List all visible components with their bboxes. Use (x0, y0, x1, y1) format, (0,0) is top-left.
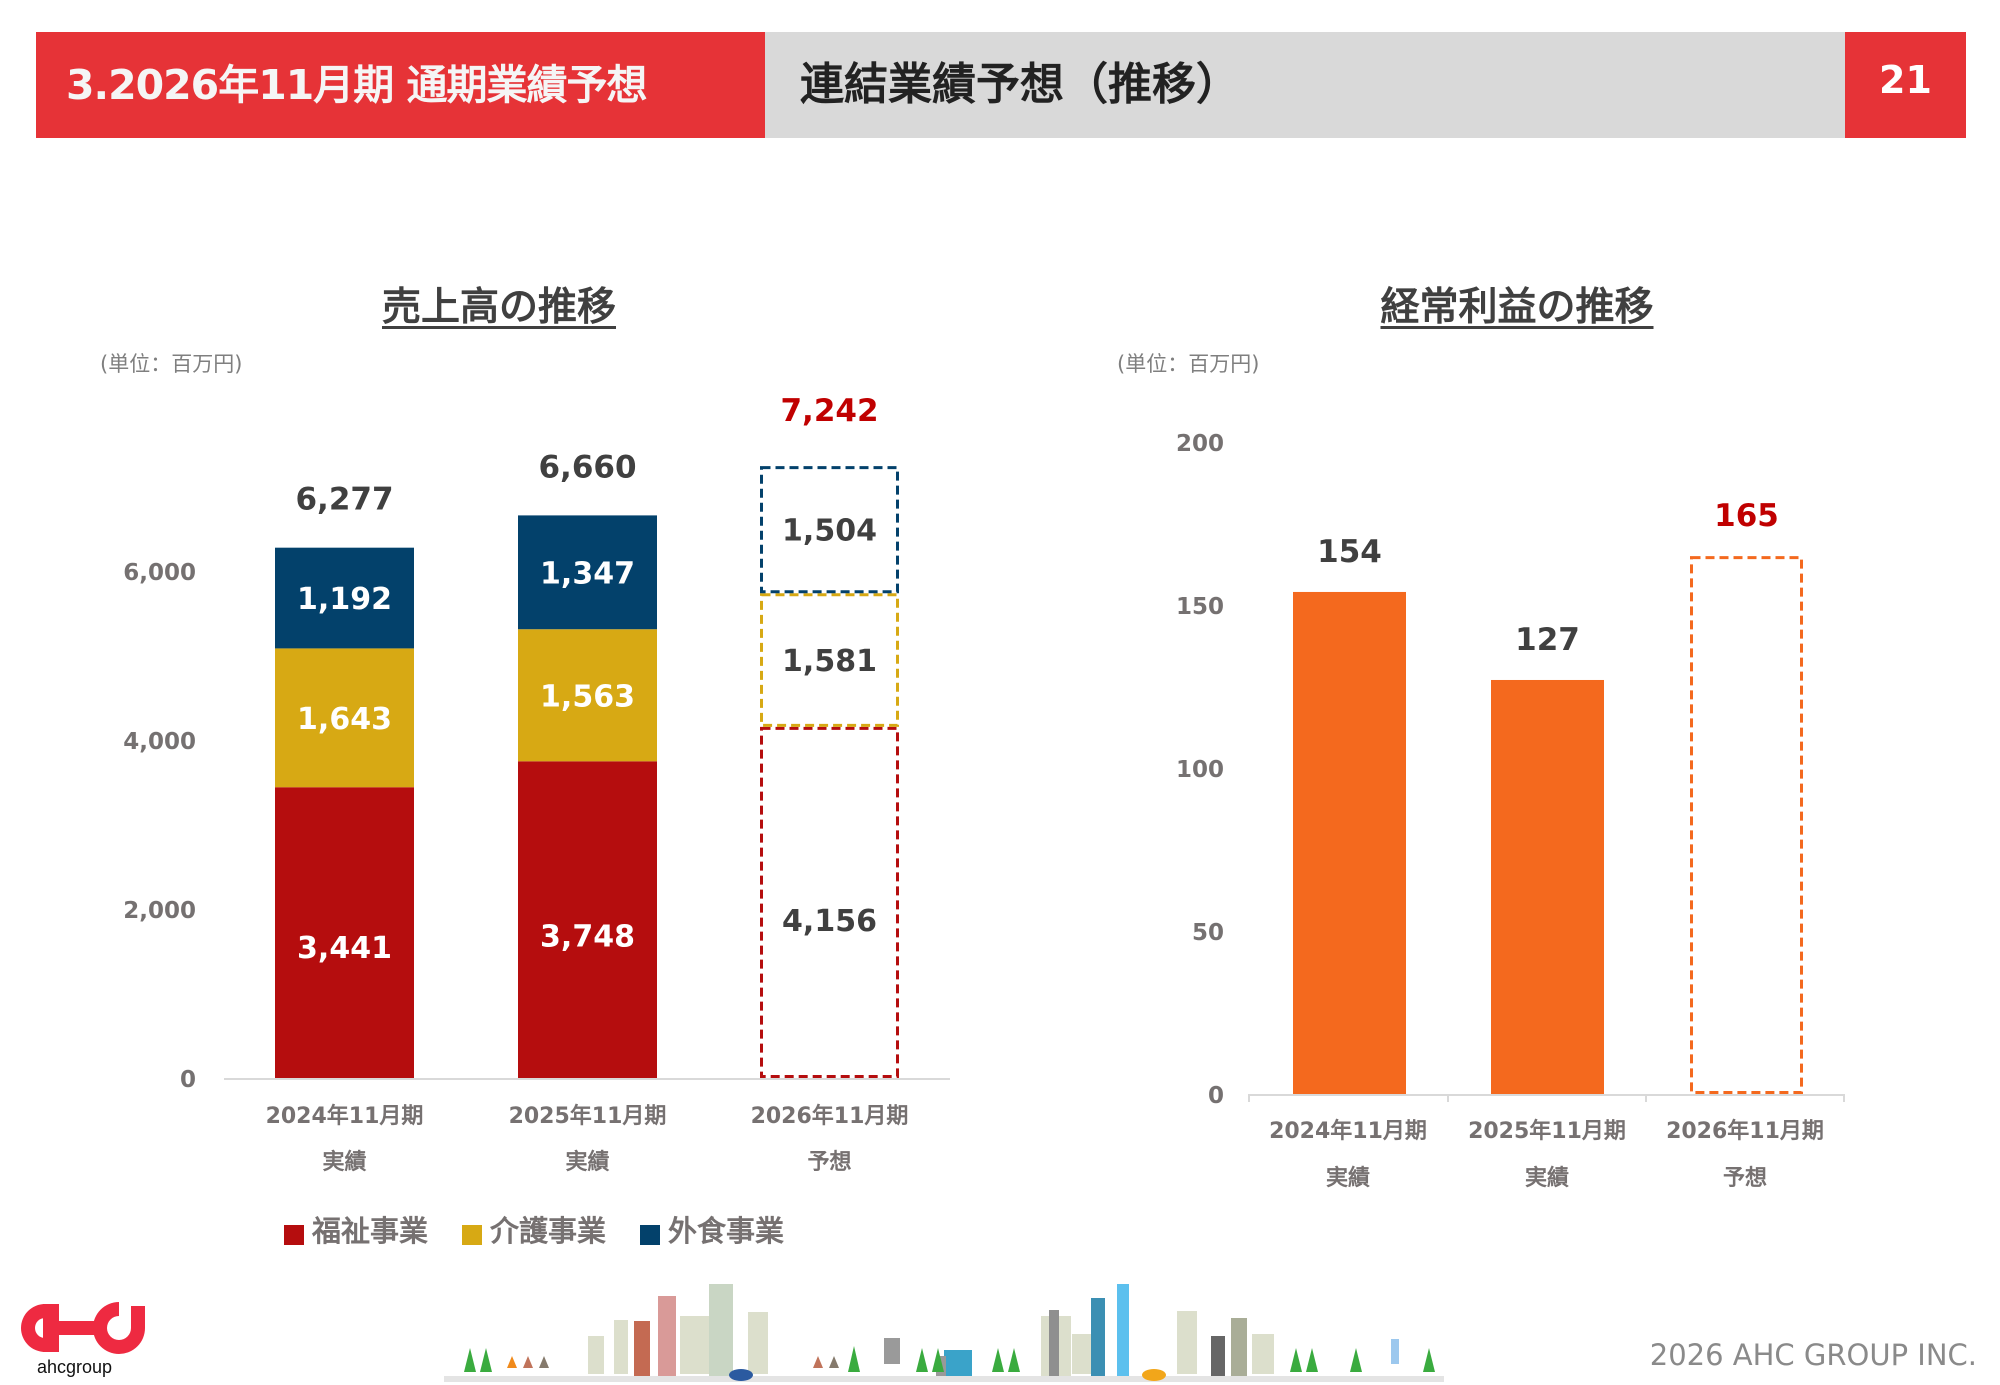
x-category-label: 2024年11月期 (1269, 1118, 1427, 1144)
section-title-banner: 3.2026年11月期 通期業績予想 (36, 32, 765, 138)
sales-chart: 0 2,000 4,000 6,000 3,441 1,643 1,192 6,277 2024… (123, 393, 950, 1175)
x-category-sublabel: 実績 (322, 1149, 366, 1175)
legend-item-care: 介護事業 (462, 1208, 606, 1250)
page-title: 連結業績予想（推移） (800, 59, 1240, 110)
forecast-bar-segment (760, 726, 899, 1078)
page-number: 21 (1879, 58, 1932, 102)
x-category-sublabel: 実績 (1326, 1165, 1370, 1191)
legend-label-care: 介護事業 (490, 1214, 607, 1248)
bar-value-label: 165 (1714, 498, 1779, 534)
total-value-label: 6,277 (295, 482, 393, 518)
y-tick-label: 100 (1176, 757, 1224, 783)
segment-value-label: 1,347 (540, 556, 635, 591)
profit-unit-label: (単位：百万円) (1117, 352, 1260, 376)
x-category-sublabel: 実績 (565, 1149, 609, 1175)
x-category-label: 2026年11月期 (751, 1103, 909, 1129)
legend-swatch-welfare (284, 1225, 304, 1245)
legend-swatch-food (640, 1225, 661, 1245)
profit-chart: 0501001502001542024年11月期実績1272025年11月期実績… (1176, 431, 1845, 1191)
total-value-label: 6,660 (538, 449, 636, 485)
x-category-sublabel: 予想 (807, 1150, 851, 1175)
segment-value-label: 3,441 (297, 931, 392, 966)
bar-segment (275, 547, 414, 649)
copyright-text: 2026 AHC GROUP INC. (1649, 1338, 1977, 1372)
legend-item-food: 外食事業 (640, 1208, 784, 1250)
bar-value-label: 154 (1317, 534, 1382, 570)
y-tick-label: 200 (1176, 431, 1224, 457)
legend-item-welfare: 福祉事業 (284, 1208, 428, 1250)
y-tick-label: 50 (1192, 920, 1224, 946)
bar-value-label: 127 (1515, 622, 1580, 658)
segment-value-label: 4,156 (782, 904, 877, 939)
cityscape-illustration-icon (444, 1284, 1444, 1382)
y-tick-label: 0 (180, 1067, 196, 1093)
logo-text: ahcgroup (37, 1357, 113, 1377)
forecast-bar-segment (760, 593, 899, 727)
legend-label-food: 外食事業 (668, 1214, 785, 1248)
bar-segment (275, 787, 414, 1078)
x-category-label: 2026年11月期 (1666, 1118, 1824, 1144)
segment-value-label: 3,748 (540, 919, 635, 954)
legend-label-welfare: 福祉事業 (312, 1214, 429, 1248)
y-tick-label: 6,000 (123, 560, 196, 586)
y-tick-label: 0 (1208, 1083, 1224, 1109)
bar-segment (275, 648, 414, 788)
bar (1293, 591, 1406, 1094)
bar-segment (518, 761, 657, 1078)
page-title-banner: 連結業績予想（推移） (765, 32, 1845, 138)
x-category-label: 2025年11月期 (509, 1103, 667, 1129)
segment-value-label: 1,643 (297, 702, 392, 737)
x-category-sublabel: 実績 (1525, 1165, 1569, 1191)
bar (1491, 679, 1604, 1094)
x-category-label: 2025年11月期 (1468, 1118, 1626, 1144)
x-category-label: 2024年11月期 (266, 1103, 424, 1129)
sales-unit-label: (単位：百万円) (100, 352, 243, 376)
total-value-label: 7,242 (780, 393, 878, 429)
bar-segment (518, 515, 657, 630)
sales-legend: 福祉事業 介護事業 外食事業 (284, 1208, 784, 1250)
forecast-bar (1690, 556, 1803, 1095)
forecast-bar-segment (760, 466, 899, 594)
legend-swatch-care (462, 1225, 483, 1245)
profit-chart-title: 経常利益の推移 (1380, 285, 1654, 330)
ahc-logo-icon (21, 1302, 145, 1354)
segment-value-label: 1,504 (782, 514, 877, 549)
page-number-badge: 21 (1845, 32, 1966, 138)
segment-value-label: 1,563 (540, 679, 635, 714)
sales-chart-title: 売上高の推移 (381, 285, 617, 330)
x-category-sublabel: 予想 (1723, 1166, 1767, 1191)
segment-value-label: 1,192 (297, 582, 392, 617)
y-tick-label: 150 (1176, 594, 1224, 620)
y-tick-label: 4,000 (123, 729, 196, 755)
section-title: 3.2026年11月期 通期業績予想 (66, 61, 648, 109)
segment-value-label: 1,581 (782, 644, 877, 679)
bar-segment (518, 629, 657, 762)
y-tick-label: 2,000 (123, 898, 196, 924)
